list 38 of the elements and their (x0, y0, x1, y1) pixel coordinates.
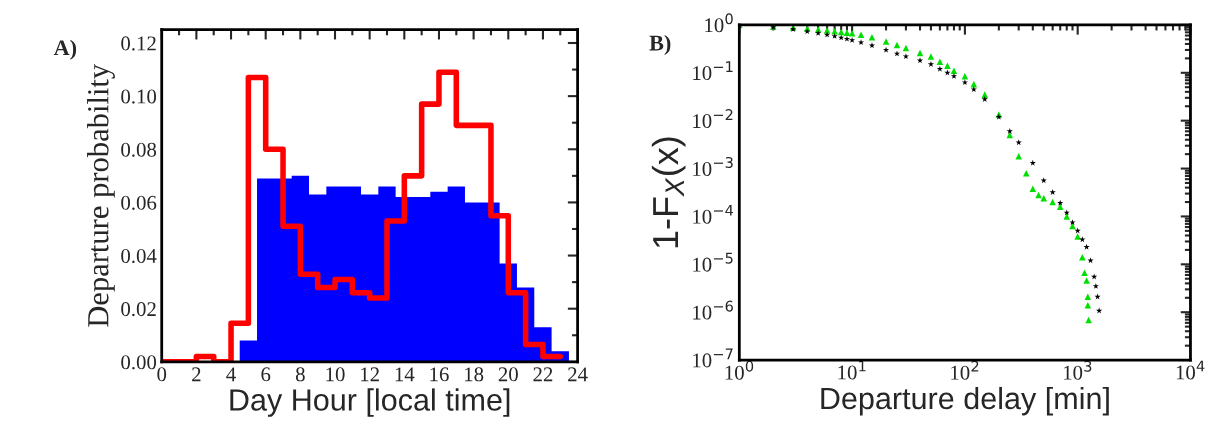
x-tick-label: 14 (395, 367, 415, 382)
y-axis-title: 1-F$_{X}$(x) (651, 137, 686, 248)
x-tick-label: 8 (295, 367, 305, 382)
y-tick-label: 10$^{0}$ (705, 13, 733, 33)
x-tick-label: 4 (226, 367, 236, 382)
x-tick-label: 10$^{2}$ (951, 360, 979, 380)
y-tick-label: 0.06 (121, 195, 157, 210)
x-tick-label: 6 (261, 367, 271, 382)
y-tick-label: 0.12 (121, 36, 156, 51)
x-tick-label: 10$^{4}$ (1176, 360, 1205, 380)
y-tick-label: 10$^{−1}$ (693, 61, 733, 81)
y-tick-label: 0.00 (121, 355, 157, 370)
y-tick-label: 0.02 (121, 302, 156, 317)
x-tick-label: 18 (465, 367, 484, 382)
text: B) (649, 34, 671, 56)
x-tick-label: 16 (430, 367, 449, 382)
y-tick-label: 10$^{−2}$ (693, 109, 733, 129)
x-tick-label: 10$^{1}$ (838, 360, 866, 380)
text: A) (53, 39, 77, 60)
x-tick-label: 2 (192, 367, 201, 382)
y-tick-label: 10$^{−6}$ (693, 300, 733, 320)
y-axis-title: Departure probability (87, 63, 115, 327)
x-axis-title: Departure delay [min] (821, 386, 1109, 416)
y-tick-label: 10$^{−4}$ (693, 204, 734, 224)
x-tick-label: 12 (361, 367, 379, 382)
x-tick-label: 10 (326, 367, 345, 382)
x-tick-label: 10$^{3}$ (1063, 360, 1092, 380)
y-tick-label: 0.04 (121, 248, 157, 264)
y-tick-label: 10$^{−3}$ (693, 156, 733, 176)
y-tick-label: 0.08 (121, 142, 157, 157)
x-tick-label: 20 (498, 367, 518, 382)
x-tick-label: 24 (568, 367, 588, 382)
x-tick-label: 0 (157, 367, 167, 382)
x-tick-label: 22 (533, 367, 553, 382)
y-tick-label: 0.10 (121, 89, 157, 104)
x-axis-title: Day Hour [local time] (230, 388, 510, 417)
y-tick-label: 10$^{−5}$ (693, 252, 733, 272)
x-tick-label: 10$^{0}$ (725, 360, 754, 380)
